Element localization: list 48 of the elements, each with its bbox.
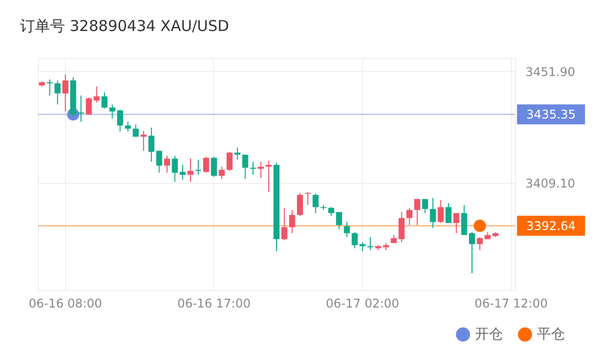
candlestick <box>446 202 452 224</box>
candlestick <box>336 212 342 230</box>
x-tick-label: 06-17 02:00 <box>326 296 400 310</box>
x-tick-label: 06-17 12:00 <box>474 296 548 310</box>
candlestick <box>289 209 296 234</box>
candlestick <box>304 191 311 206</box>
candlestick <box>422 198 428 214</box>
candlestick <box>203 156 210 174</box>
candlestick <box>132 124 139 138</box>
candlestick <box>352 232 358 249</box>
x-tick-label: 06-16 17:00 <box>177 296 251 310</box>
candlestick <box>218 166 225 180</box>
candlestick <box>226 151 233 172</box>
candlestick <box>234 147 240 160</box>
candlestick <box>54 80 61 105</box>
candlestick <box>187 158 194 182</box>
x-tick-label: 06-16 08:00 <box>28 296 102 310</box>
ref-line-label: 3435.35 <box>526 107 576 122</box>
legend-label: 平仓 <box>537 326 565 342</box>
candlestick <box>195 159 202 176</box>
candlestick <box>367 236 374 251</box>
candlestick <box>461 204 468 236</box>
y-tick-label: 3451.90 <box>526 64 576 79</box>
candlestick <box>438 200 444 224</box>
candlestick <box>242 154 248 180</box>
candlestick <box>62 74 68 112</box>
candlestick <box>453 212 460 234</box>
candlestick <box>258 161 264 178</box>
candlestick <box>296 192 303 216</box>
candlestick <box>414 198 420 226</box>
y-tick-label: 3409.10 <box>526 176 576 190</box>
ref-line-label: 3392.64 <box>526 218 576 233</box>
legend-label: 开仓 <box>475 326 503 342</box>
candlestick <box>312 193 319 214</box>
candlestick <box>281 207 288 241</box>
candlestick <box>46 78 53 96</box>
candlestick <box>250 161 256 176</box>
candlestick <box>344 221 350 238</box>
candlestick <box>124 121 131 132</box>
candlestick <box>78 95 84 122</box>
candlestick <box>164 155 170 174</box>
candlestick <box>406 207 412 226</box>
candlestick <box>468 232 475 274</box>
chart-title: 订单号 328890434 XAU/USD <box>20 17 230 35</box>
candlestick <box>101 92 108 110</box>
candlestick <box>140 130 147 152</box>
candlestick <box>430 197 436 228</box>
candlestick <box>210 156 217 178</box>
